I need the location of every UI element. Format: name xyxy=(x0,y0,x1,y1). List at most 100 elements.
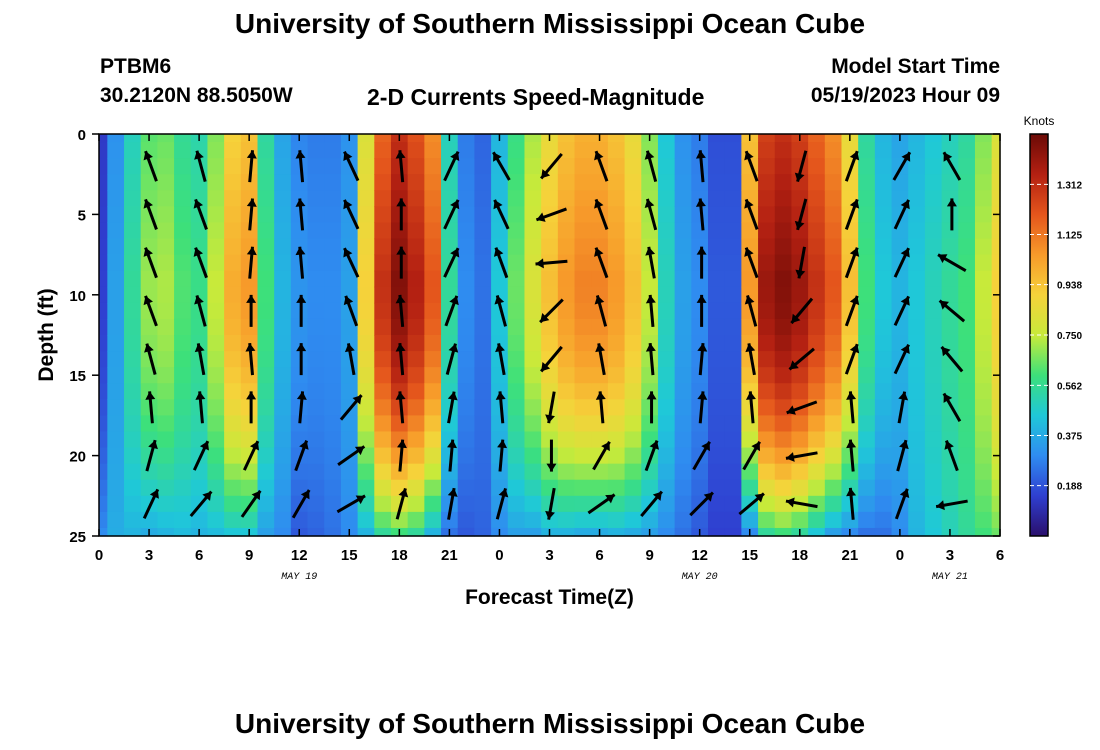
current-arrow xyxy=(443,247,460,278)
arrow-head xyxy=(645,246,656,256)
heatmap-cell xyxy=(924,286,943,304)
heatmap-cell xyxy=(424,415,442,433)
arrow-head xyxy=(646,391,657,400)
heatmap-cell xyxy=(474,431,492,449)
heatmap-cell xyxy=(974,367,993,384)
heatmap-cell xyxy=(324,335,342,352)
heatmap-cell xyxy=(824,511,843,529)
heatmap-cell xyxy=(507,415,526,433)
heatmap-cell xyxy=(274,399,292,416)
heatmap-cell xyxy=(157,367,175,384)
heatmap-cell xyxy=(407,238,425,256)
heatmap-cell xyxy=(991,351,1001,368)
heatmap-cell xyxy=(874,158,893,175)
heatmap-cell xyxy=(390,399,409,416)
heatmap-cell xyxy=(157,479,175,497)
heatmap-cell xyxy=(958,431,976,449)
heatmap-cell xyxy=(274,134,292,143)
heatmap-cell xyxy=(708,335,726,352)
heatmap-cell xyxy=(290,206,309,224)
heatmap-cell xyxy=(357,399,375,416)
heatmap-cell xyxy=(274,142,292,159)
heatmap-cell xyxy=(507,511,526,529)
arrow-head xyxy=(941,346,951,357)
heatmap-cell xyxy=(207,527,225,537)
heatmap-cell xyxy=(991,335,1001,352)
arrow-head xyxy=(594,295,605,305)
heatmap-cell xyxy=(124,431,142,449)
current-arrow xyxy=(295,150,306,183)
heatmap-cell xyxy=(708,447,726,465)
heatmap-cell xyxy=(824,302,843,320)
heatmap-cell xyxy=(207,463,225,481)
heatmap-cell xyxy=(607,174,626,191)
heatmap-cell xyxy=(641,254,659,272)
current-arrow xyxy=(645,294,656,327)
heatmap-cell xyxy=(457,511,476,529)
station-id: PTBM6 xyxy=(100,55,172,78)
heatmap-cell xyxy=(941,415,959,433)
heatmap-cell xyxy=(157,142,175,159)
heatmap-cell xyxy=(674,367,692,384)
heatmap-cell xyxy=(224,431,242,449)
heatmap-cell xyxy=(174,254,192,272)
heatmap-cell xyxy=(257,222,275,240)
heatmap-cell xyxy=(424,431,442,449)
heatmap-cell xyxy=(641,190,659,207)
heatmap-cell xyxy=(357,415,375,433)
current-arrow xyxy=(785,497,818,509)
arrow-head xyxy=(450,248,460,258)
heatmap-cell xyxy=(974,158,993,175)
heatmap-cell xyxy=(607,302,626,320)
heatmap-cell xyxy=(874,447,893,465)
arrow-head xyxy=(495,343,505,353)
heatmap-cell xyxy=(991,399,1001,416)
current-arrow xyxy=(395,150,406,183)
heatmap-cell xyxy=(574,158,592,175)
heatmap-cell xyxy=(657,190,676,207)
heatmap-cell xyxy=(374,206,392,224)
arrow-head xyxy=(296,343,307,352)
heatmap-cell xyxy=(307,431,325,449)
heatmap-cell xyxy=(974,351,993,368)
heatmap-cell xyxy=(491,270,509,288)
heatmap-cell xyxy=(724,238,742,256)
heatmap-cell xyxy=(791,367,809,384)
heatmap-cell xyxy=(974,238,993,256)
arrow-head xyxy=(148,440,158,450)
y-tick-label: 25 xyxy=(69,529,86,546)
heatmap-cell xyxy=(557,351,576,368)
heatmap-cell xyxy=(674,318,692,336)
current-arrow xyxy=(595,343,606,376)
heatmap-cell xyxy=(824,527,843,537)
arrow-head xyxy=(343,151,353,162)
heatmap-cell xyxy=(541,367,559,384)
day-label: MAY 20 xyxy=(682,572,718,583)
heatmap-cell xyxy=(474,351,492,368)
heatmap-cell xyxy=(457,495,476,513)
current-arrow xyxy=(844,247,860,279)
heatmap-cell xyxy=(257,399,275,416)
heatmap-cell xyxy=(524,206,542,224)
heatmap-cell xyxy=(774,399,793,416)
heatmap-cell xyxy=(257,367,275,384)
heatmap-cell xyxy=(340,270,359,288)
heatmap-cell xyxy=(958,286,976,304)
heatmap-cell xyxy=(691,206,709,224)
heatmap-cell xyxy=(557,158,576,175)
heatmap-cell xyxy=(124,286,142,304)
heatmap-cell xyxy=(641,142,659,159)
heatmap-cell xyxy=(574,335,592,352)
heatmap-cell xyxy=(307,399,325,416)
heatmap-cell xyxy=(657,158,676,175)
heatmap-cell xyxy=(157,302,175,320)
heatmap-cell xyxy=(924,367,943,384)
current-arrow xyxy=(194,343,206,376)
heatmap-cell xyxy=(157,206,175,224)
heatmap-cell xyxy=(641,174,659,191)
heatmap-cell xyxy=(791,222,809,240)
heatmap-cell xyxy=(99,190,108,207)
heatmap-cell xyxy=(407,399,425,416)
heatmap-cell xyxy=(624,495,642,513)
heatmap-cell xyxy=(991,495,1001,513)
